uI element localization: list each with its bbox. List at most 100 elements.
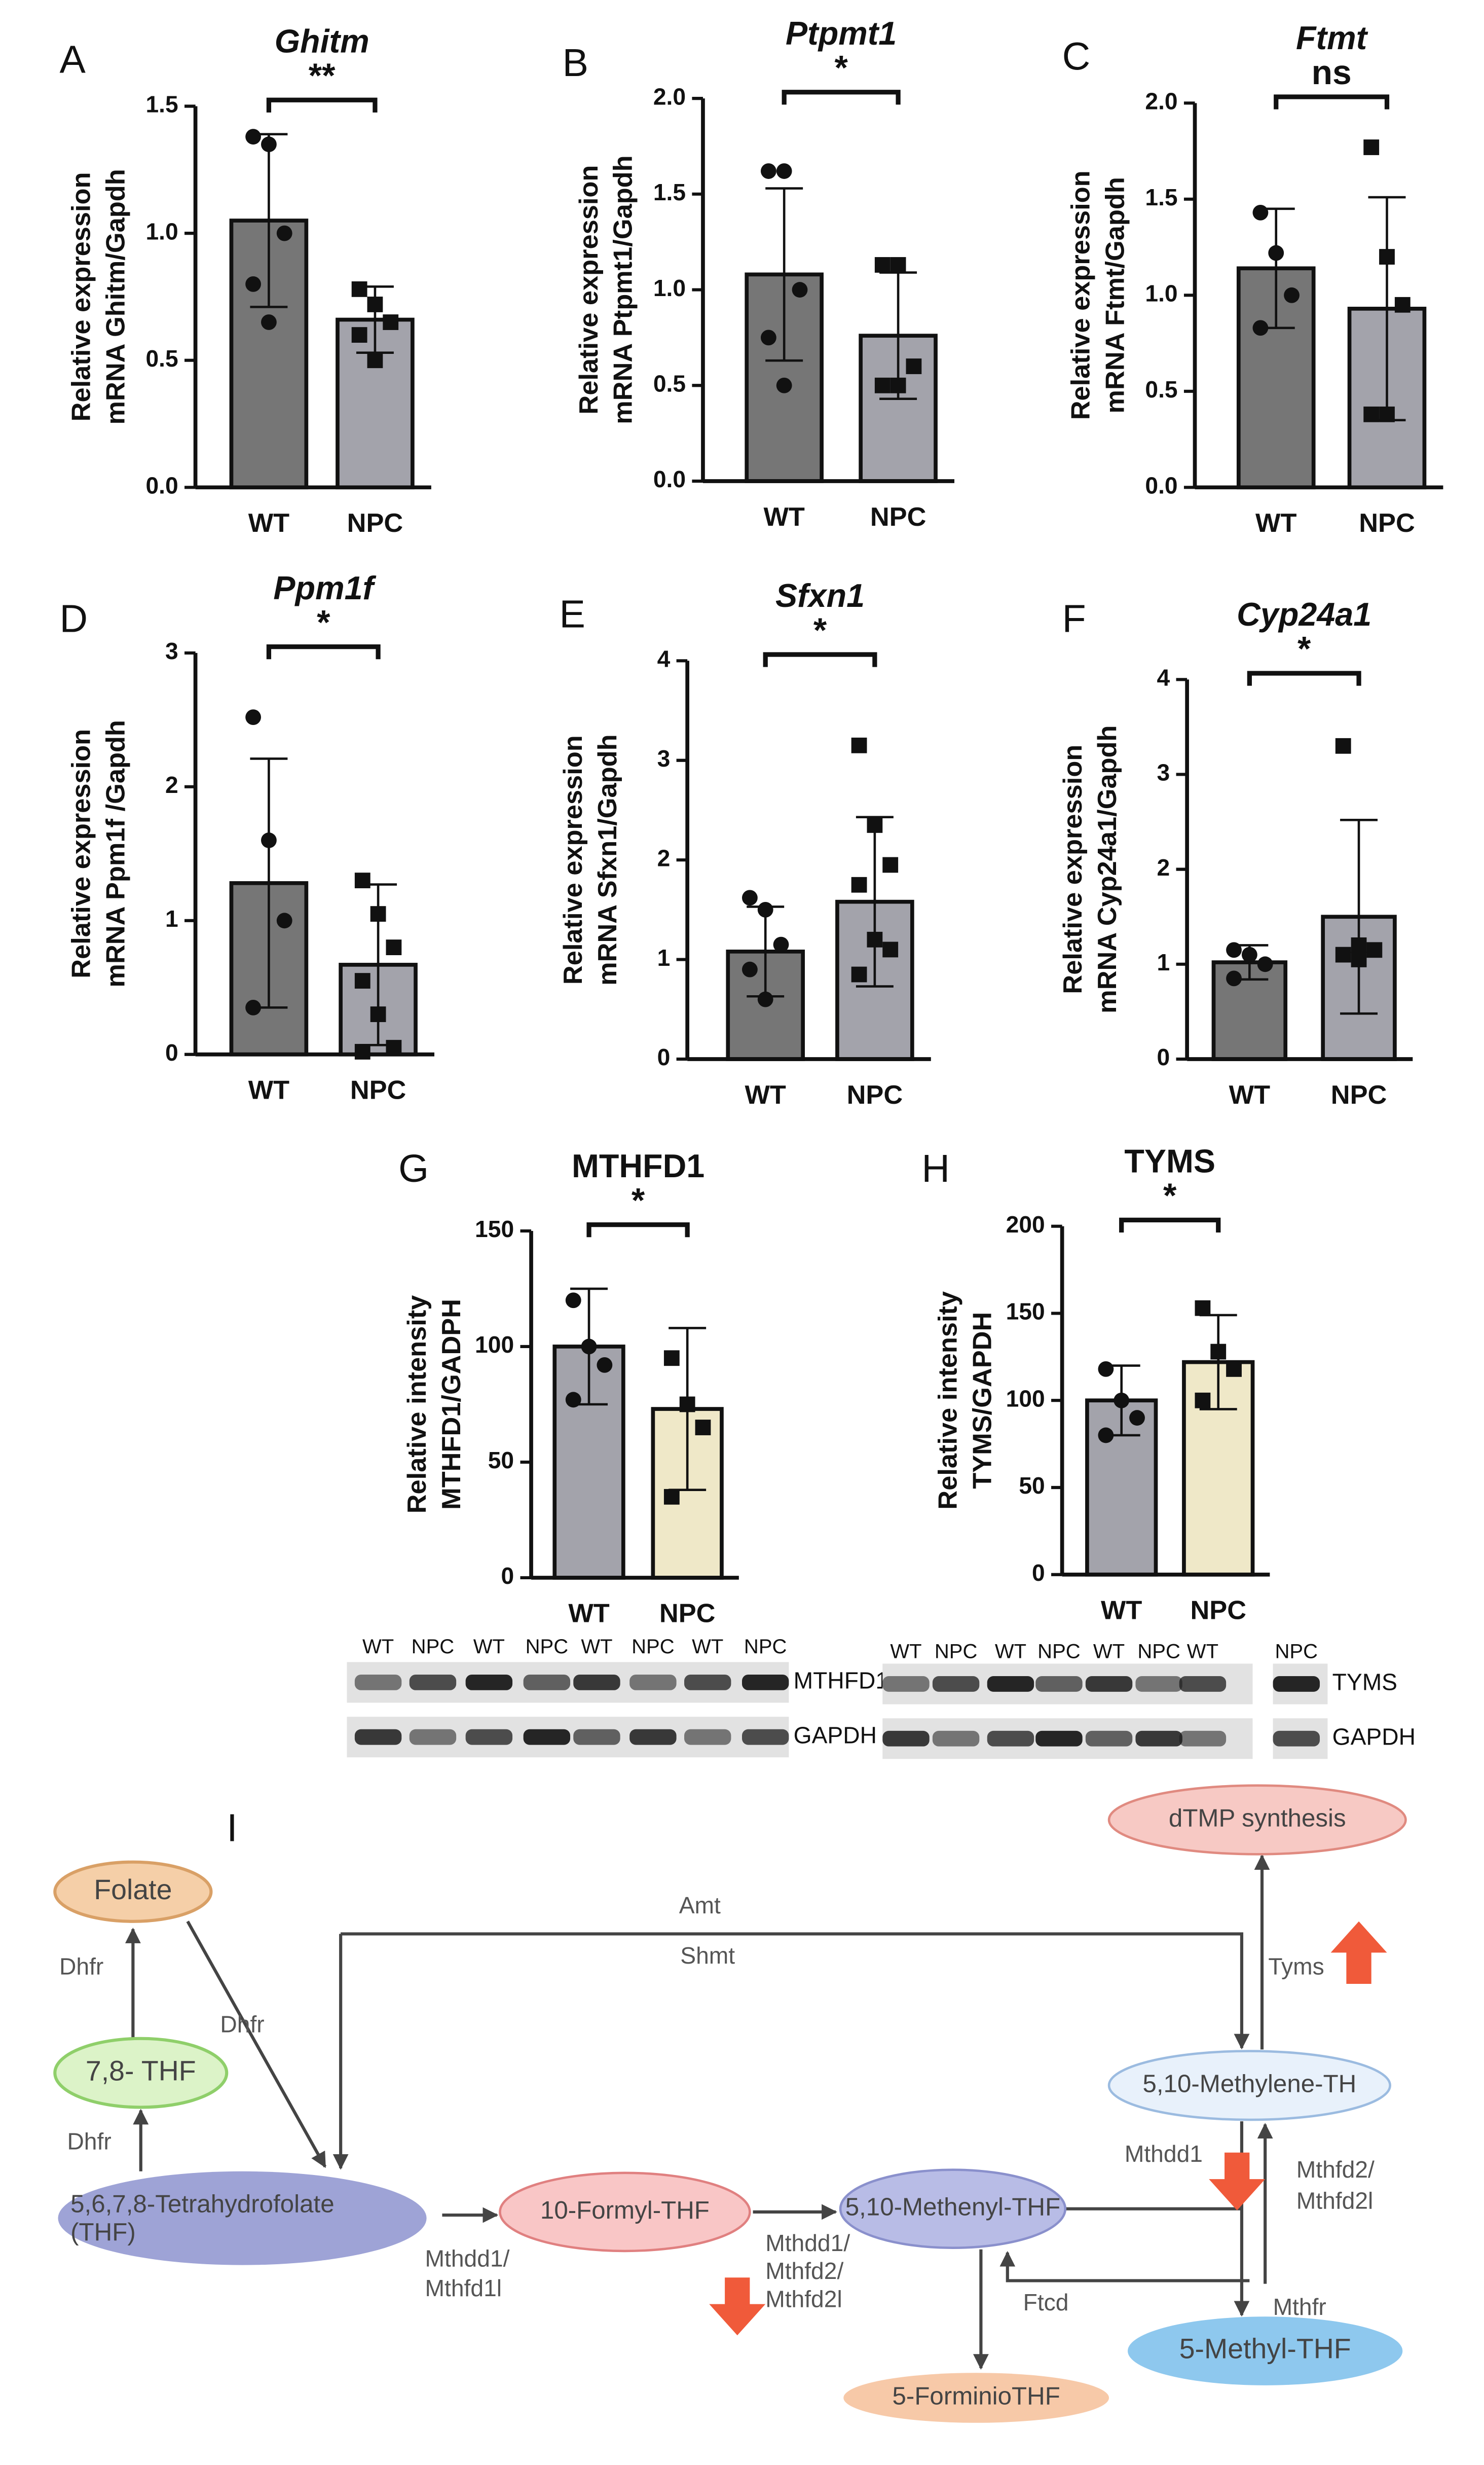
node-label: (THF) <box>70 2218 136 2246</box>
node-label: 10-Formyl-THF <box>540 2196 710 2224</box>
y-tick-label: 0 <box>1032 1560 1045 1586</box>
node <box>53 2037 229 2109</box>
panel-label: G <box>398 1147 429 1190</box>
enzyme: Mthfr <box>1273 2294 1326 2320</box>
node-label: 5,10-Methylene-TH <box>1142 2070 1356 2097</box>
lane-label: NPC <box>632 1636 675 1658</box>
arrow <box>186 1920 327 2168</box>
data-point <box>851 966 867 983</box>
enzyme: Dhfr <box>67 2128 111 2154</box>
y-axis-label: Relative expression <box>559 735 588 985</box>
western-blot: WT NPC WT NPC WT NPC WT NPC TYMS GAPDH <box>882 1640 1416 1759</box>
blot-band <box>354 1729 402 1745</box>
data-point <box>1366 942 1383 958</box>
y-tick-label: 1.0 <box>1145 280 1177 307</box>
data-point <box>351 281 367 297</box>
data-point <box>776 377 792 393</box>
data-point <box>367 352 383 369</box>
significance-bracket <box>763 652 877 667</box>
y-tick-label: 2.0 <box>653 83 686 110</box>
lane-label: WT <box>1187 1640 1218 1662</box>
chart-title: TYMS <box>1124 1143 1215 1180</box>
data-point <box>261 314 277 330</box>
significance-bracket <box>266 644 381 660</box>
chart-title: MTHFD1 <box>572 1147 704 1184</box>
data-point <box>1241 947 1257 963</box>
blot-band <box>1035 1730 1083 1747</box>
node-label: dTMP synthesis <box>1169 1804 1346 1832</box>
chart-title: Ptpmt1 <box>786 15 897 52</box>
down-arrow <box>1209 2152 1266 2210</box>
y-tick-label: 3 <box>165 638 178 664</box>
data-point <box>276 913 292 929</box>
data-point <box>776 163 792 179</box>
blot-band <box>1085 1676 1133 1692</box>
enzyme: Mthdd1 <box>1125 2141 1203 2167</box>
blot-band <box>882 1676 930 1692</box>
data-point <box>386 939 402 955</box>
panel-label: I <box>227 1806 237 1850</box>
y-tick-label: 2 <box>657 845 671 871</box>
blot-band <box>354 1674 402 1690</box>
data-point <box>383 314 399 330</box>
blot-band <box>684 1674 731 1690</box>
y-tick-label: 2.0 <box>1145 88 1177 115</box>
data-point <box>1351 952 1367 967</box>
data-point <box>1379 406 1395 422</box>
enzyme: Dhfr <box>220 2011 264 2037</box>
blot-band <box>409 1729 457 1745</box>
data-point <box>663 1350 680 1366</box>
data-point <box>276 225 292 241</box>
y-tick-label: 100 <box>1006 1385 1045 1411</box>
data-point <box>1284 287 1300 303</box>
enzyme: Mthfd1l <box>425 2275 502 2301</box>
lane-label: WT <box>362 1636 394 1658</box>
blot-band <box>1273 1676 1320 1692</box>
enzyme: Amt <box>679 1892 721 1918</box>
y-axis-label: MTHFD1/GADPH <box>437 1299 466 1510</box>
significance: * <box>834 49 848 87</box>
y-axis-label: Relative intensity <box>934 1291 963 1510</box>
significance-bracket <box>1274 94 1390 110</box>
lane-label: WT <box>581 1636 612 1658</box>
enzyme: Mthdd1/ <box>425 2245 510 2272</box>
chart-title: Ghitm <box>275 22 369 59</box>
y-tick-label: 0.0 <box>653 466 686 492</box>
enzyme: Dhfr <box>59 1953 103 1979</box>
lane-label: NPC <box>1137 1640 1180 1662</box>
panel-label: D <box>60 597 88 641</box>
up-arrow <box>1330 1921 1387 1984</box>
significance: * <box>632 1181 645 1219</box>
blot-band <box>523 1729 571 1745</box>
data-point <box>882 857 899 873</box>
y-axis-label: mRNA Cyp24a1/Gapdh <box>1093 725 1122 1013</box>
x-tick-label: WT <box>568 1599 609 1628</box>
node-label: Folate <box>94 1874 172 1905</box>
y-axis-label: Relative expression <box>574 165 604 415</box>
significance-bracket <box>782 90 901 105</box>
y-tick-label: 1 <box>165 905 178 932</box>
x-tick-label: WT <box>1255 509 1296 538</box>
band-label: GAPDH <box>794 1722 877 1748</box>
data-point <box>874 377 891 393</box>
node-label: 5,6,7,8-Tetrahydrofolate <box>70 2190 335 2218</box>
y-tick-label: 0.5 <box>145 345 178 372</box>
blot-band <box>932 1730 980 1747</box>
data-point <box>351 327 367 343</box>
y-tick-label: 1.5 <box>145 91 178 118</box>
data-point <box>906 358 922 374</box>
x-tick-label: WT <box>1229 1080 1270 1110</box>
lane-label: WT <box>1093 1640 1125 1662</box>
data-point <box>1226 970 1242 987</box>
panel-label: B <box>563 41 588 85</box>
y-tick-label: 1.0 <box>653 275 686 301</box>
x-tick-label: NPC <box>870 502 926 532</box>
data-point <box>1257 956 1273 972</box>
enzyme: Mthfd2/ <box>1296 2156 1375 2183</box>
blot-band <box>523 1674 571 1690</box>
blot-band <box>409 1674 457 1690</box>
blot-band <box>629 1729 677 1745</box>
y-tick-label: 1.0 <box>145 218 178 244</box>
y-axis-label: mRNA Ghitm/Gapdh <box>101 169 130 424</box>
data-point <box>773 936 789 953</box>
